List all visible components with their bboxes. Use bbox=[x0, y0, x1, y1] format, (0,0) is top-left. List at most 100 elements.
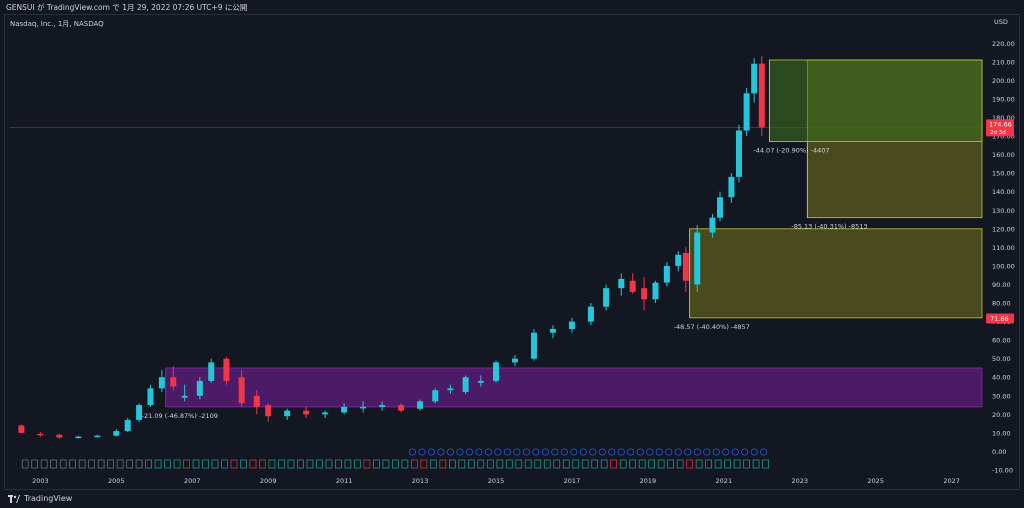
earnings-marker[interactable] bbox=[638, 459, 646, 469]
dividend-marker[interactable] bbox=[722, 448, 730, 456]
dividend-marker[interactable] bbox=[465, 448, 473, 456]
earnings-marker[interactable] bbox=[486, 459, 494, 469]
earnings-marker[interactable] bbox=[363, 459, 371, 469]
dividend-marker[interactable] bbox=[560, 448, 568, 456]
candle-body[interactable] bbox=[447, 388, 454, 391]
earnings-marker[interactable] bbox=[610, 459, 618, 469]
candle-body[interactable] bbox=[223, 358, 230, 381]
candle-body[interactable] bbox=[432, 390, 439, 402]
candle-body[interactable] bbox=[629, 280, 636, 292]
dividend-marker[interactable] bbox=[427, 448, 436, 456]
earnings-marker[interactable] bbox=[667, 459, 675, 469]
candle-body[interactable] bbox=[94, 435, 101, 438]
candle-body[interactable] bbox=[618, 278, 625, 289]
candle-body[interactable] bbox=[549, 328, 556, 333]
candle-body[interactable] bbox=[758, 63, 765, 128]
dividend-marker[interactable] bbox=[741, 448, 749, 456]
candle-body[interactable] bbox=[682, 252, 689, 281]
earnings-marker[interactable] bbox=[278, 459, 285, 469]
earnings-marker[interactable] bbox=[467, 459, 475, 469]
dividend-marker[interactable] bbox=[646, 448, 654, 456]
earnings-marker[interactable] bbox=[430, 459, 437, 469]
candle-body[interactable] bbox=[398, 405, 405, 411]
earnings-marker[interactable] bbox=[154, 459, 162, 469]
earnings-marker[interactable] bbox=[259, 459, 266, 469]
dividend-marker[interactable] bbox=[484, 448, 492, 456]
range-box-4[interactable] bbox=[768, 59, 983, 143]
candle-body[interactable] bbox=[238, 377, 245, 404]
earnings-marker[interactable] bbox=[553, 459, 561, 469]
candle-body[interactable] bbox=[181, 395, 188, 398]
candle-body[interactable] bbox=[18, 425, 25, 433]
dividend-marker[interactable] bbox=[703, 448, 711, 456]
earnings-marker[interactable] bbox=[325, 459, 333, 469]
candle-body[interactable] bbox=[743, 93, 750, 131]
candle-body[interactable] bbox=[265, 405, 272, 417]
candle-body[interactable] bbox=[170, 377, 177, 387]
earnings-marker[interactable] bbox=[705, 459, 712, 469]
candle-body[interactable] bbox=[511, 358, 518, 363]
range-box-2[interactable] bbox=[689, 228, 983, 319]
dividend-marker[interactable] bbox=[636, 448, 644, 456]
earnings-marker[interactable] bbox=[31, 459, 39, 469]
candle-body[interactable] bbox=[652, 282, 659, 300]
earnings-marker[interactable] bbox=[268, 459, 276, 469]
dividend-marker[interactable] bbox=[712, 448, 720, 456]
candle-body[interactable] bbox=[208, 362, 215, 381]
earnings-marker[interactable] bbox=[458, 459, 466, 469]
earnings-marker[interactable] bbox=[230, 459, 238, 469]
earnings-marker[interactable] bbox=[297, 459, 304, 469]
earnings-marker[interactable] bbox=[591, 459, 599, 469]
dividend-marker[interactable] bbox=[617, 448, 625, 456]
earnings-marker[interactable] bbox=[126, 459, 133, 469]
dividend-marker[interactable] bbox=[494, 448, 502, 456]
earnings-marker[interactable] bbox=[733, 459, 741, 469]
candle-body[interactable] bbox=[751, 63, 758, 94]
dividend-marker[interactable] bbox=[570, 448, 578, 456]
earnings-marker[interactable] bbox=[78, 459, 86, 469]
candle-body[interactable] bbox=[147, 388, 154, 406]
candle-body[interactable] bbox=[136, 405, 143, 420]
dividend-marker[interactable] bbox=[541, 448, 549, 456]
candle-body[interactable] bbox=[477, 380, 484, 383]
candle-body[interactable] bbox=[728, 176, 735, 198]
candle-body[interactable] bbox=[75, 436, 82, 439]
range-box-1[interactable] bbox=[165, 367, 983, 408]
candle-body[interactable] bbox=[717, 197, 724, 218]
dividend-marker[interactable] bbox=[503, 448, 511, 456]
candle-body[interactable] bbox=[530, 332, 537, 359]
candle-body[interactable] bbox=[587, 306, 594, 322]
dividend-marker[interactable] bbox=[418, 448, 426, 456]
dividend-marker[interactable] bbox=[684, 448, 692, 456]
earnings-marker[interactable] bbox=[287, 459, 295, 469]
earnings-marker[interactable] bbox=[762, 459, 769, 469]
earnings-marker[interactable] bbox=[306, 459, 314, 469]
dividend-marker[interactable] bbox=[731, 448, 739, 456]
dividend-marker[interactable] bbox=[674, 448, 682, 456]
dividend-marker[interactable] bbox=[598, 448, 606, 456]
earnings-marker[interactable] bbox=[600, 459, 608, 469]
dividend-marker[interactable] bbox=[456, 448, 464, 456]
candle-body[interactable] bbox=[303, 410, 310, 415]
dividend-marker[interactable] bbox=[655, 448, 663, 456]
dividend-marker[interactable] bbox=[408, 448, 417, 456]
candle-body[interactable] bbox=[37, 433, 44, 436]
candle-body[interactable] bbox=[675, 254, 682, 266]
earnings-marker[interactable] bbox=[505, 459, 513, 469]
earnings-marker[interactable] bbox=[562, 459, 570, 469]
candle-body[interactable] bbox=[379, 405, 386, 407]
earnings-marker[interactable] bbox=[524, 459, 532, 469]
earnings-marker[interactable] bbox=[50, 459, 58, 469]
candle-body[interactable] bbox=[360, 406, 367, 409]
candle-body[interactable] bbox=[736, 130, 742, 177]
candle-body[interactable] bbox=[56, 434, 63, 438]
dividend-marker[interactable] bbox=[608, 448, 616, 456]
earnings-marker[interactable] bbox=[401, 459, 409, 469]
candle-body[interactable] bbox=[709, 217, 716, 233]
earnings-marker[interactable] bbox=[724, 459, 731, 469]
candle-body[interactable] bbox=[158, 377, 165, 389]
candle-body[interactable] bbox=[641, 288, 648, 300]
earnings-marker[interactable] bbox=[145, 459, 152, 469]
earnings-marker[interactable] bbox=[107, 459, 114, 469]
